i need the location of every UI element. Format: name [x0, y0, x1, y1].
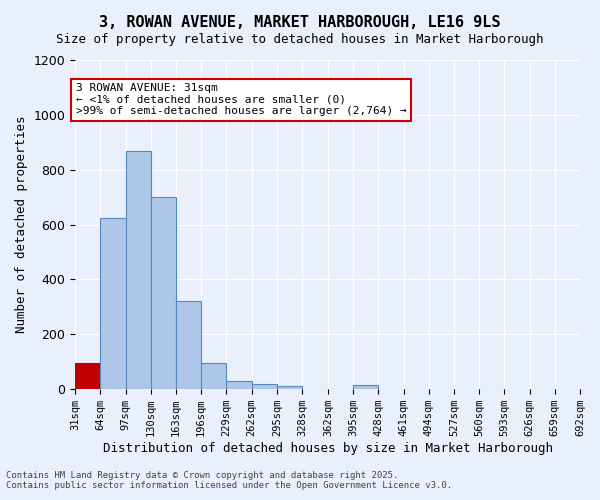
Bar [125, 150, 151, 389]
Bar [251, 384, 277, 389]
Text: Size of property relative to detached houses in Market Harborough: Size of property relative to detached ho… [56, 32, 544, 46]
Bar [201, 363, 226, 389]
Y-axis label: Number of detached properties: Number of detached properties [15, 116, 28, 334]
Bar [176, 302, 201, 389]
Bar [100, 218, 125, 389]
Bar [353, 385, 379, 389]
Text: Contains HM Land Registry data © Crown copyright and database right 2025.
Contai: Contains HM Land Registry data © Crown c… [6, 470, 452, 490]
Text: 3, ROWAN AVENUE, MARKET HARBOROUGH, LE16 9LS: 3, ROWAN AVENUE, MARKET HARBOROUGH, LE16… [99, 15, 501, 30]
Bar [226, 381, 251, 389]
X-axis label: Distribution of detached houses by size in Market Harborough: Distribution of detached houses by size … [103, 442, 553, 455]
Text: 3 ROWAN AVENUE: 31sqm
← <1% of detached houses are smaller (0)
>99% of semi-deta: 3 ROWAN AVENUE: 31sqm ← <1% of detached … [76, 83, 407, 116]
Bar [75, 363, 100, 389]
Bar [277, 386, 302, 389]
Bar [151, 197, 176, 389]
